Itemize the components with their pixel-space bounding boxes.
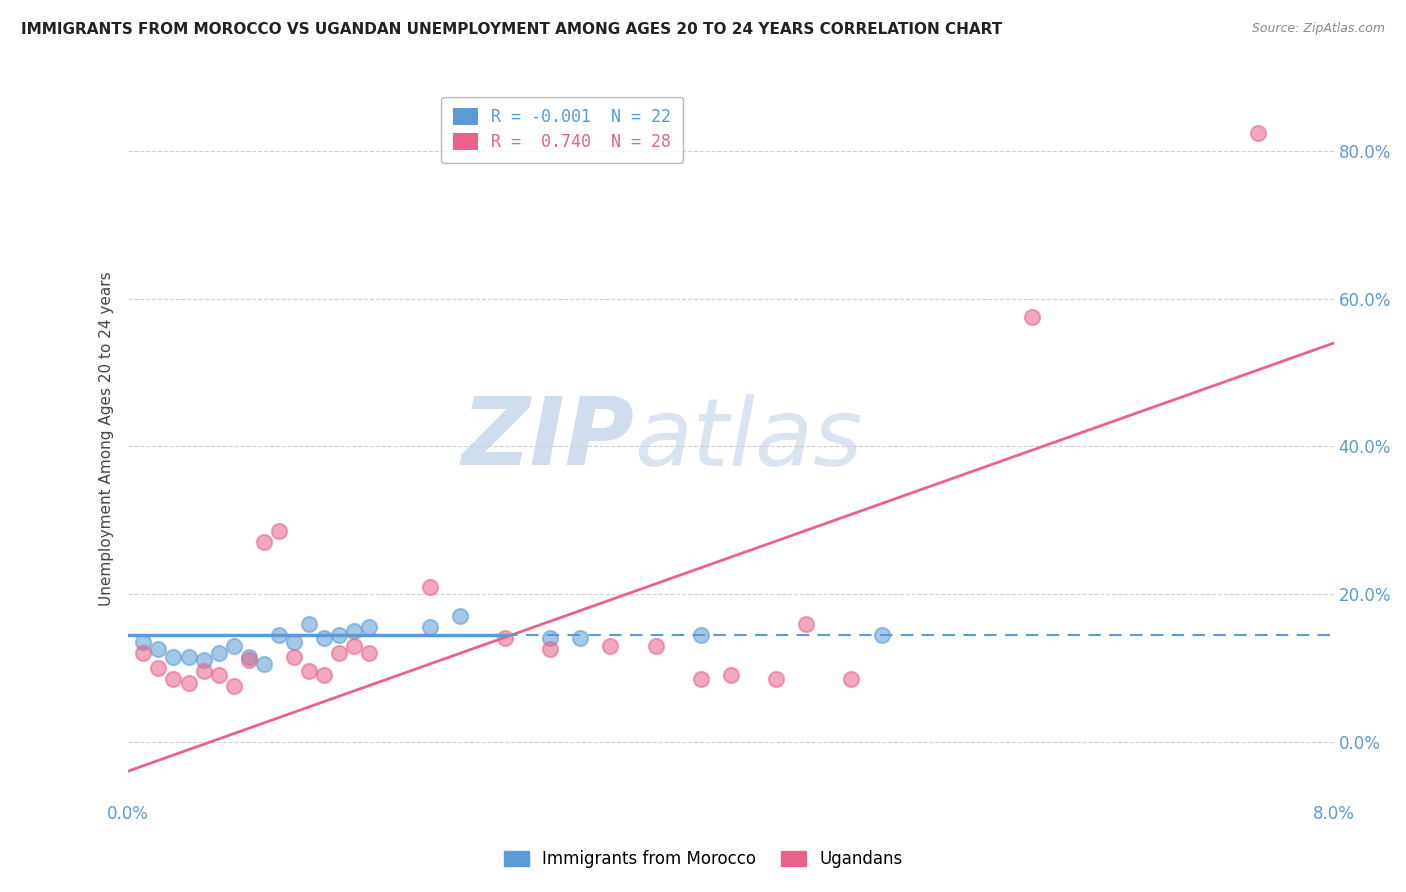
Point [267,524,290,539]
Text: ZIP: ZIP [461,393,634,485]
Point [328,627,350,641]
Point [359,646,381,660]
Point [208,646,231,660]
Point [208,668,231,682]
Point [193,665,215,679]
Point [359,620,381,634]
Point [148,642,170,657]
Point [644,639,666,653]
Point [162,649,184,664]
Point [538,642,561,657]
Point [841,672,863,686]
Point [267,627,290,641]
Point [298,665,321,679]
Point [298,616,321,631]
Point [132,635,155,649]
Point [177,649,200,664]
Point [689,672,711,686]
Point [1247,126,1270,140]
Point [177,675,200,690]
Point [162,672,184,686]
Point [720,668,742,682]
Point [238,653,260,667]
Point [253,535,276,549]
Point [599,639,621,653]
Point [253,657,276,672]
Point [148,661,170,675]
Point [689,627,711,641]
Text: Source: ZipAtlas.com: Source: ZipAtlas.com [1251,22,1385,36]
Point [449,609,471,624]
Text: atlas: atlas [634,393,863,484]
Point [1021,310,1043,325]
Point [870,627,893,641]
Point [222,639,245,653]
Point [314,668,336,682]
Text: IMMIGRANTS FROM MOROCCO VS UGANDAN UNEMPLOYMENT AMONG AGES 20 TO 24 YEARS CORREL: IMMIGRANTS FROM MOROCCO VS UGANDAN UNEMP… [21,22,1002,37]
Point [794,616,817,631]
Point [419,580,441,594]
Point [238,649,260,664]
Legend: Immigrants from Morocco, Ugandans: Immigrants from Morocco, Ugandans [496,844,910,875]
Point [538,632,561,646]
Y-axis label: Unemployment Among Ages 20 to 24 years: Unemployment Among Ages 20 to 24 years [100,272,114,607]
Point [193,653,215,667]
Point [765,672,787,686]
Point [283,649,305,664]
Point [343,639,366,653]
Point [569,632,592,646]
Point [494,632,516,646]
Legend: R = -0.001  N = 22, R =  0.740  N = 28: R = -0.001 N = 22, R = 0.740 N = 28 [441,96,683,163]
Point [419,620,441,634]
Point [222,679,245,693]
Point [283,635,305,649]
Point [328,646,350,660]
Point [314,632,336,646]
Point [132,646,155,660]
Point [343,624,366,638]
